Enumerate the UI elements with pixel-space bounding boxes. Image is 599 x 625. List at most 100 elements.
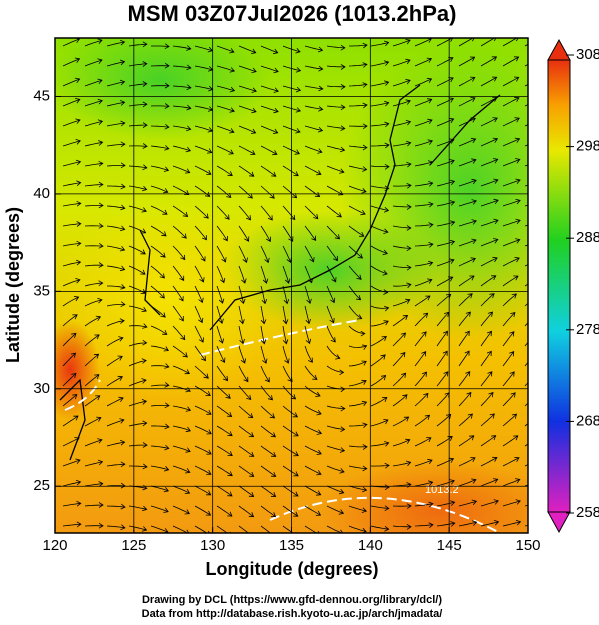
streamline xyxy=(238,525,253,533)
streamline xyxy=(62,372,77,387)
streamline xyxy=(128,245,146,255)
streamline xyxy=(106,418,125,427)
streamline xyxy=(260,325,267,345)
streamline xyxy=(436,77,454,87)
field: 1013.2 xyxy=(55,38,528,533)
streamline xyxy=(502,413,518,427)
streamline xyxy=(128,305,147,312)
streamline xyxy=(326,285,336,304)
streamline xyxy=(282,285,290,305)
streamline xyxy=(480,76,498,87)
streamline xyxy=(414,260,434,267)
streamline xyxy=(282,305,289,325)
streamline xyxy=(326,365,345,376)
streamline xyxy=(260,185,275,199)
streamline xyxy=(106,265,126,272)
streamline xyxy=(238,505,255,518)
streamline xyxy=(348,285,362,301)
streamline xyxy=(282,505,299,517)
streamline xyxy=(62,458,81,467)
streamline xyxy=(172,125,192,132)
streamline xyxy=(436,276,454,287)
streamline xyxy=(216,325,224,344)
streamline xyxy=(150,402,170,409)
streamline xyxy=(370,396,388,407)
footer-line: Drawing by DCL (https://www.gfd-dennou.o… xyxy=(142,594,442,606)
streamline xyxy=(326,145,346,153)
streamline xyxy=(194,505,212,516)
streamline xyxy=(282,345,290,364)
streamline xyxy=(62,521,82,528)
streamline xyxy=(282,385,297,400)
streamline xyxy=(502,218,521,227)
streamline xyxy=(370,60,390,67)
streamline xyxy=(194,385,211,397)
y-tick-label: 25 xyxy=(33,477,50,494)
streamline xyxy=(480,218,499,227)
streamline xyxy=(128,122,148,128)
streamline xyxy=(106,100,126,107)
streamline xyxy=(370,441,390,447)
streamline xyxy=(348,379,367,387)
streamline xyxy=(84,38,103,47)
streamline xyxy=(480,238,499,247)
streamline xyxy=(458,199,477,207)
streamline xyxy=(392,332,407,347)
streamline xyxy=(458,56,476,67)
streamline xyxy=(392,79,411,87)
streamline xyxy=(128,41,148,48)
streamline xyxy=(414,501,434,508)
streamline xyxy=(414,160,434,167)
streamline xyxy=(84,119,104,127)
streamline xyxy=(524,361,528,367)
streamline xyxy=(436,179,456,187)
streamline xyxy=(370,265,388,276)
streamline xyxy=(260,485,277,498)
streamline xyxy=(62,77,81,87)
streamline xyxy=(458,391,472,407)
streamline xyxy=(349,102,368,109)
streamline xyxy=(436,239,456,247)
streamline xyxy=(216,525,231,533)
streamline xyxy=(194,345,206,362)
streamline xyxy=(150,305,166,318)
streamline xyxy=(458,137,477,147)
streamline xyxy=(348,444,368,450)
streamline xyxy=(62,394,78,407)
streamline xyxy=(172,185,190,196)
streamline xyxy=(458,413,473,427)
streamline xyxy=(480,478,499,487)
streamline xyxy=(194,205,209,219)
streamline xyxy=(370,205,390,213)
streamline xyxy=(436,457,455,467)
streamline xyxy=(458,219,477,227)
streamline xyxy=(62,314,78,327)
streamline xyxy=(62,352,77,367)
streamline xyxy=(502,178,521,187)
streamline xyxy=(260,345,268,364)
streamline xyxy=(128,378,147,387)
streamline xyxy=(502,56,520,67)
streamline xyxy=(260,265,269,284)
streamline xyxy=(392,39,411,47)
streamline xyxy=(502,311,516,327)
streamline xyxy=(304,325,312,345)
streamline xyxy=(524,402,528,407)
streamline xyxy=(370,305,390,312)
streamline xyxy=(194,445,212,455)
streamline xyxy=(238,165,255,177)
streamline xyxy=(128,399,148,407)
streamline xyxy=(282,485,299,497)
streamline xyxy=(436,413,452,427)
streamline xyxy=(326,165,345,174)
streamline xyxy=(216,385,231,399)
map-title: MSM 03Z07Jul2026 (1013.2hPa) xyxy=(128,1,457,26)
streamline xyxy=(84,140,104,147)
streamline xyxy=(458,275,475,287)
field-shade xyxy=(55,320,100,420)
streamline xyxy=(238,265,247,284)
streamline xyxy=(326,425,346,432)
streamline xyxy=(348,62,368,68)
streamline xyxy=(194,185,211,197)
streamline xyxy=(260,505,277,518)
